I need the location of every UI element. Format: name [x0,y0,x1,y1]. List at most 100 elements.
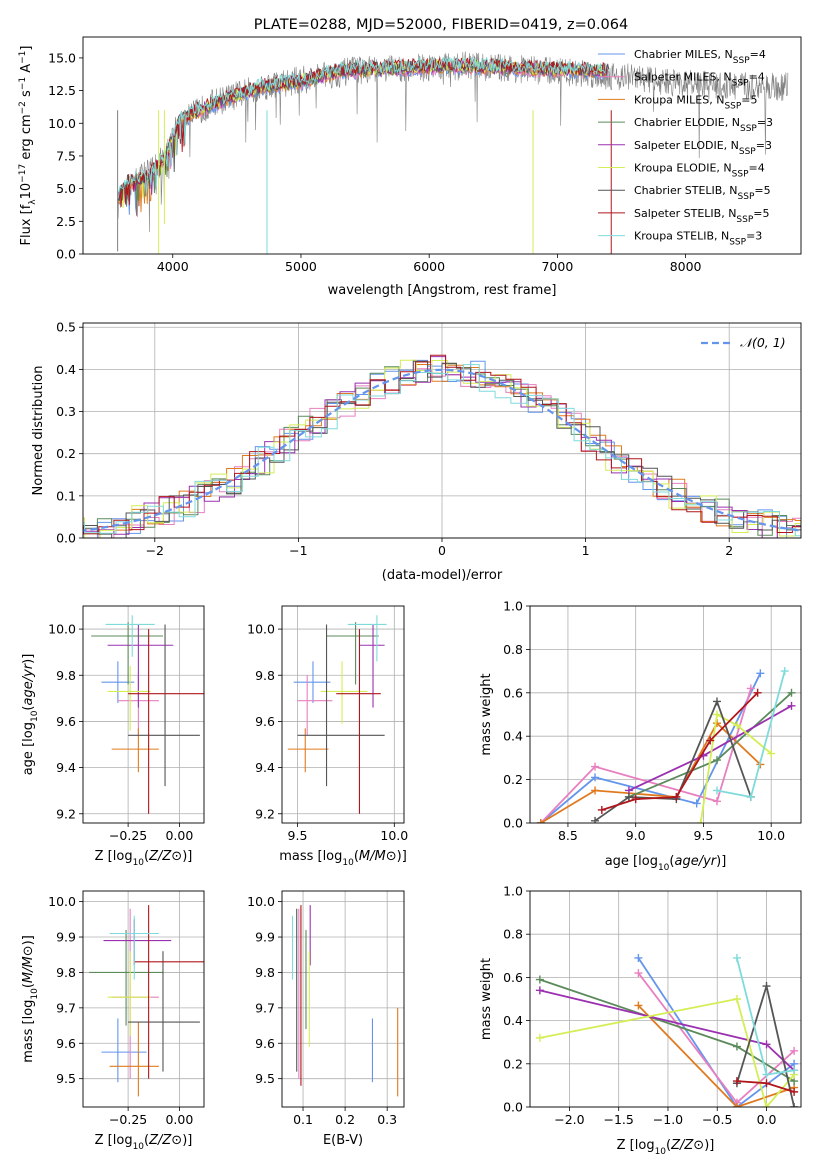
series-marker-salpeter_elodie [762,1040,771,1049]
series-marker-chabrier_elodie [712,756,721,765]
legend-label: Kroupa ELODIE, NSSP=4 [634,162,765,180]
series-line-kroupa_miles [540,721,761,823]
series-marker-salpeter_stelib [753,688,762,697]
series-line-kroupa_miles [637,1004,795,1107]
x-tick-label: 0.00 [165,1112,193,1127]
mass_vs_Z-panel: −0.25 0.00 9.5 9.6 9.7 9.8 9.9 10.0 Z [log10(Z/Z… [21,890,205,1152]
age_vs_Z-panel: −0.25 0.00 9.2 9.4 9.6 9.8 10.0 Z [log10(Z/Z⊙)]… [21,605,205,868]
histogram-kroupa_stelib [83,364,801,537]
x-tick-label: 4000 [157,259,189,274]
y-tick-label: 9.8 [255,965,275,980]
y-tick-label: 0.8 [503,642,523,657]
series-line-kroupa_elodie [539,997,795,1107]
histogram-salpeter_elodie [83,356,801,538]
y-tick-label: 15.0 [48,50,76,65]
series-marker-chabrier_stelib [712,697,721,706]
x-axis-label: Z [log10(Z/Z⊙)] [95,1133,193,1152]
series-marker-kroupa_elodie [535,1033,544,1042]
y-tick-label: 9.9 [56,930,76,945]
series-marker-kroupa_miles [536,819,545,823]
series-marker-salpeter_miles [746,684,755,693]
y-tick-label: 9.5 [56,1071,76,1086]
series-line-chabrier_miles [540,672,762,823]
x-tick-label: 0.0 [757,1112,777,1127]
x-tick-label: −0.25 [109,828,147,843]
model-spectrum-chabrier_miles [117,62,610,215]
histogram-kroupa_miles [83,364,801,535]
errorbar-plot-area [89,905,204,1097]
x-axis-label: Z [log10(Z/Z⊙)] [617,1138,715,1157]
y-tick-label: 0.2 [503,1056,523,1071]
residual-legend: 𝒩(0, 1) [701,335,786,350]
series-marker-salpeter_miles [634,969,643,978]
series-marker-chabrier_elodie [535,975,544,984]
errorbar-plot-area [91,615,204,814]
x-axis-label: (data-model)/error [382,568,503,583]
line-plot-area [536,667,796,823]
x-tick-label: 9.5 [693,828,713,843]
y-tick-label: 0.0 [503,1100,523,1115]
y-tick-label: 2.5 [56,214,76,229]
legend-label: Chabrier ELODIE, NSSP=3 [634,116,773,134]
x-tick-label: −1.5 [604,1112,634,1127]
y-tick-label: 9.6 [255,1036,275,1051]
series-marker-kroupa_stelib [712,786,721,795]
series-marker-salpeter_stelib [672,792,681,801]
y-tick-label: 0.8 [503,927,523,942]
series-marker-kroupa_miles [591,786,600,795]
series-marker-chabrier_miles [692,799,701,808]
series-marker-chabrier_miles [591,773,600,782]
series-line-chabrier_elodie [628,692,793,798]
y-tick-label: 9.6 [56,714,76,729]
massweight_vs_Z-panel: −2.0 −1.5 −1.0 −0.5 0.0 0.0 0.2 0.4 0.6 0.8 1.0 mas… [479,884,802,1157]
x-tick-label: 2 [725,543,733,558]
series-marker-chabrier_stelib [762,982,771,991]
y-tick-label: 9.6 [56,1036,76,1051]
y-tick-label: 0.4 [503,1013,523,1028]
y-tick-label: 9.4 [56,760,76,775]
y-axis-label: mass weight [479,673,494,755]
spectrum-legend: Chabrier MILES, NSSP=4 Salpeter MILES, NS… [598,48,773,248]
series-line-kroupa_elodie [699,713,772,823]
axes-frame [82,322,802,539]
series-marker-chabrier_miles [756,669,765,678]
series-marker-kroupa_stelib [732,953,741,962]
y-tick-label: 1.0 [503,884,523,899]
y-tick-label: 9.6 [255,714,275,729]
y-tick-label: 7.5 [56,148,76,163]
x-tick-label: 5000 [285,259,317,274]
axes-frame [82,890,205,1108]
series-marker-chabrier_elodie [732,1042,741,1051]
series-marker-chabrier_stelib [790,1103,799,1107]
series-marker-kroupa_elodie [733,721,742,730]
y-tick-label: 10.0 [48,622,76,637]
series-marker-kroupa_stelib [746,792,755,801]
histogram-salpeter_stelib [83,354,801,535]
spectrum-plot-area [117,51,789,254]
y-tick-label: 0.4 [56,362,76,377]
y-tick-label: 1.0 [503,599,523,614]
figure-title: PLATE=0288, MJD=52000, FIBERID=0419, z=0… [254,17,628,33]
axes-frame [529,890,802,1108]
series-marker-salpeter_stelib [790,1087,799,1096]
legend-label: Chabrier MILES, NSSP=4 [634,48,766,66]
y-axis-label: mass weight [479,958,494,1040]
y-tick-label: 12.5 [48,83,76,98]
massweight_vs_age-panel: 8.5 9.0 9.5 10.0 0.0 0.2 0.4 0.6 0.8 1.0 mass weig… [479,599,802,873]
series-marker-kroupa_elodie [696,819,705,823]
x-axis-label: Z [log10(Z/Z⊙)] [95,849,193,868]
y-tick-label: 9.2 [255,806,275,821]
x-tick-label: 0.2 [335,1112,355,1127]
histogram-salpeter_miles [83,368,801,538]
axes-frame [82,36,802,255]
series-marker-kroupa_elodie [732,995,741,1003]
series-marker-salpeter_stelib [706,736,715,745]
y-tick-label: 0.6 [503,685,523,700]
y-tick-label: 0.2 [56,446,76,461]
y-tick-label: 10.0 [48,116,76,131]
series-marker-salpeter_elodie [535,986,544,995]
axes-frame [281,605,405,824]
y-tick-label: 0.4 [503,729,523,744]
y-axis-label: mass [log10(M/M⊙)] [21,935,40,1063]
